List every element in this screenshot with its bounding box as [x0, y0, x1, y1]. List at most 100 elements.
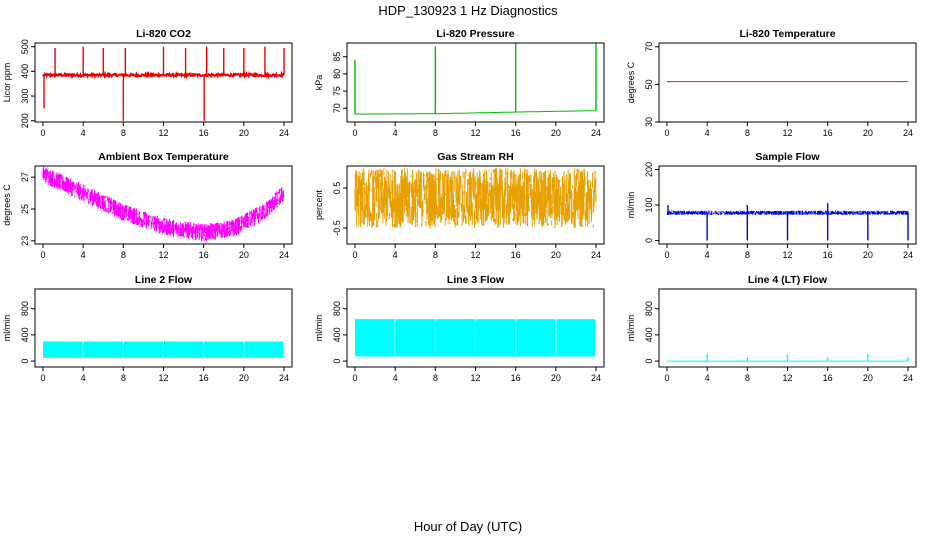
x-tick-label: 12 — [782, 250, 792, 260]
x-tick-label: 0 — [352, 373, 357, 383]
y-tick-label: 800 — [20, 301, 30, 316]
panel-title: Line 3 Flow — [447, 274, 505, 286]
y-tick-label: 70 — [332, 103, 342, 113]
y-axis-label: percent — [314, 189, 324, 220]
y-tick-label: 23 — [20, 236, 30, 246]
panel-8: Line 3 Flow ml/min 0 4 8 12 16 20 24 0 400 800 — [314, 274, 605, 383]
y-tick-label: 70 — [644, 42, 654, 52]
series-4 — [42, 166, 285, 242]
x-tick-label: 20 — [863, 128, 873, 138]
x-tick-label: 8 — [433, 128, 438, 138]
y-tick-label: 50 — [644, 79, 654, 89]
panel-title: Line 4 (LT) Flow — [748, 274, 828, 286]
x-tick-label: 0 — [40, 250, 45, 260]
x-tick-label: 24 — [591, 373, 601, 383]
x-tick-label: 24 — [591, 250, 601, 260]
y-tick-label: 30 — [644, 117, 654, 127]
x-tick-label: 12 — [158, 128, 168, 138]
area-block — [435, 319, 475, 357]
area-block — [204, 341, 244, 358]
x-tick-label: 12 — [470, 128, 480, 138]
y-tick-label: 800 — [332, 301, 342, 316]
area-block — [516, 319, 556, 357]
series-7 — [43, 341, 284, 358]
y-tick-label: 0 — [20, 359, 30, 364]
y-tick-label: 400 — [20, 327, 30, 342]
x-tick-label: 12 — [470, 373, 480, 383]
area-block — [244, 341, 284, 358]
panel-1: Li-820 CO2 Licor ppm 0 4 8 12 16 20 24 200 300 400 5… — [2, 28, 293, 138]
area-block — [83, 341, 123, 358]
x-tick-label: 8 — [745, 373, 750, 383]
y-tick-label: 0 — [332, 359, 342, 364]
x-tick-label: 12 — [158, 373, 168, 383]
x-tick-label: 4 — [81, 250, 86, 260]
x-tick-label: 4 — [81, 128, 86, 138]
x-tick-label: 4 — [81, 373, 86, 383]
x-tick-label: 16 — [511, 373, 521, 383]
x-tick-label: 0 — [40, 373, 45, 383]
y-tick-label: 300 — [20, 89, 30, 104]
area-block — [43, 341, 83, 358]
series-6 — [666, 203, 909, 241]
x-tick-label: 20 — [863, 250, 873, 260]
y-axis-label: ml/min — [626, 315, 636, 342]
x-tick-label: 0 — [352, 250, 357, 260]
x-tick-label: 12 — [782, 128, 792, 138]
series-band — [42, 166, 285, 242]
panel-title: Line 2 Flow — [135, 274, 193, 286]
x-tick-label: 4 — [705, 128, 710, 138]
x-tick-label: 0 — [664, 373, 669, 383]
x-tick-label: 4 — [705, 250, 710, 260]
x-tick-label: 8 — [745, 250, 750, 260]
series-2 — [354, 43, 597, 115]
series-5 — [354, 168, 597, 228]
area-block — [123, 341, 163, 358]
y-tick-label: 0 — [644, 359, 654, 364]
x-tick-label: 16 — [823, 373, 833, 383]
x-tick-label: 8 — [121, 373, 126, 383]
x-tick-label: 0 — [664, 250, 669, 260]
panel-4: Ambient Box Temperature degrees C 0 4 8 12 16 2… — [2, 151, 293, 260]
x-tick-label: 0 — [352, 128, 357, 138]
x-tick-label: 24 — [279, 250, 289, 260]
x-tick-label: 8 — [745, 128, 750, 138]
y-axis-label: degrees C — [626, 61, 636, 103]
x-tick-label: 16 — [511, 128, 521, 138]
y-tick-label: 0 — [644, 238, 654, 243]
y-axis-label: Licor ppm — [2, 63, 12, 103]
panel-title: Sample Flow — [755, 151, 820, 163]
x-tick-label: 8 — [433, 373, 438, 383]
x-tick-label: 12 — [470, 250, 480, 260]
area-block — [476, 319, 516, 357]
y-tick-label: 100 — [644, 197, 654, 212]
x-tick-label: 12 — [782, 373, 792, 383]
area-block — [395, 319, 435, 357]
y-tick-label: 400 — [644, 327, 654, 342]
panel-5: Gas Stream RH percent 0 4 8 12 16 20 24 -0.5 0.5 — [314, 151, 605, 260]
area-block — [556, 319, 596, 357]
y-tick-label: 75 — [332, 86, 342, 96]
x-tick-label: 4 — [393, 128, 398, 138]
x-tick-label: 20 — [863, 373, 873, 383]
x-tick-label: 20 — [551, 373, 561, 383]
x-tick-label: 4 — [705, 373, 710, 383]
x-tick-label: 20 — [551, 250, 561, 260]
y-tick-label: 200 — [644, 162, 654, 177]
y-tick-label: 80 — [332, 69, 342, 79]
x-tick-label: 20 — [239, 373, 249, 383]
y-axis-label: ml/min — [314, 315, 324, 342]
y-tick-label: 0.5 — [332, 182, 342, 195]
y-axis-label: kPa — [314, 75, 324, 91]
y-tick-label: 85 — [332, 52, 342, 62]
panel-3: Li-820 Temperature degrees C 0 4 8 12 16 20 24 30… — [626, 28, 917, 138]
x-tick-label: 24 — [903, 128, 913, 138]
y-tick-label: 200 — [20, 113, 30, 128]
y-axis-label: ml/min — [626, 192, 636, 219]
panel-title: Li-820 Pressure — [436, 28, 514, 40]
x-tick-label: 8 — [121, 250, 126, 260]
x-tick-label: 8 — [433, 250, 438, 260]
area-block — [164, 341, 204, 358]
